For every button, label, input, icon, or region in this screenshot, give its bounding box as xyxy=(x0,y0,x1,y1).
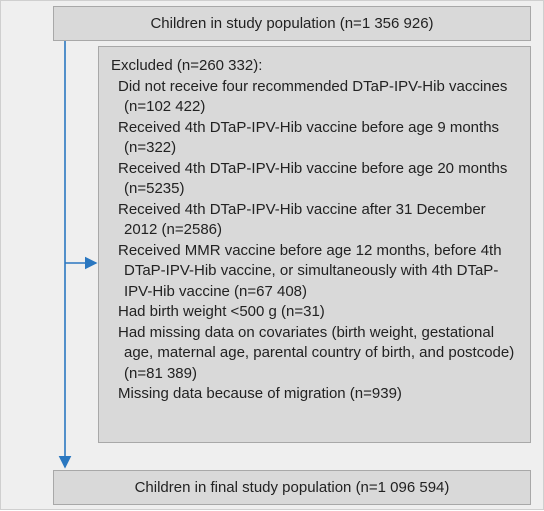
exclusion-item: Received 4th DTaP-IPV-Hib vaccine after … xyxy=(118,200,486,239)
bottom-box-label: Children in final study population (n=1 … xyxy=(134,479,450,496)
exclusion-item: Received 4th DTaP-IPV-Hib vaccine before… xyxy=(118,159,508,198)
top-box: Children in study population (n=1 356 92… xyxy=(53,6,531,41)
exclusion-box: Excluded (n=260 332): Did not receive fo… xyxy=(98,46,531,443)
exclusion-item: Received 4th DTaP-IPV-Hib vaccine before… xyxy=(118,118,500,157)
exclusion-item: Had birth weight <500 g (n=31) xyxy=(118,303,325,320)
exclusion-item: Missing data because of migration (n=939… xyxy=(118,385,402,402)
exclusion-item: Received MMR vaccine before age 12 month… xyxy=(118,241,502,300)
exclusion-list: Did not receive four recommended DTaP-IP… xyxy=(111,77,522,405)
bottom-box: Children in final study population (n=1 … xyxy=(53,470,531,505)
exclusion-item: Did not receive four recommended DTaP-IP… xyxy=(118,77,508,116)
exclusion-item: Had missing data on covariates (birth we… xyxy=(118,323,515,382)
exclusion-heading: Excluded (n=260 332): xyxy=(111,57,263,74)
top-box-label: Children in study population (n=1 356 92… xyxy=(150,15,434,32)
